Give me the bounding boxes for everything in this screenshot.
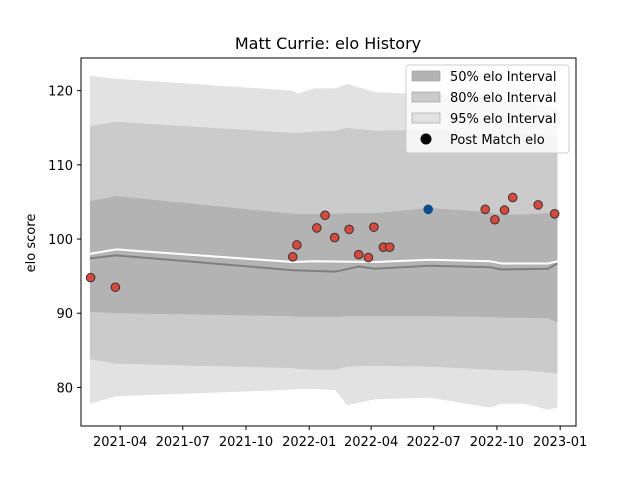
legend-swatch-band80 xyxy=(411,91,441,103)
x-tick-label: 2022-01 xyxy=(282,435,336,450)
legend-box xyxy=(405,64,570,154)
plot-frame xyxy=(80,57,577,427)
legend-label: 80% elo Interval xyxy=(450,91,557,106)
mean-elo-line xyxy=(89,254,558,273)
band-50-interval xyxy=(89,196,558,323)
post-match-elo-point xyxy=(292,240,302,250)
post-match-elo-point xyxy=(320,210,330,221)
y-tick-label: 100 xyxy=(48,233,73,248)
post-match-elo-point xyxy=(287,252,298,262)
x-tick-label: 2021-04 xyxy=(93,435,147,450)
x-tick-label: 2022-10 xyxy=(470,435,524,450)
y-tick-label: 90 xyxy=(56,307,73,322)
x-tick-label: 2022-07 xyxy=(407,435,461,450)
legend-swatch-band95 xyxy=(411,112,441,124)
post-match-elo-point xyxy=(353,249,364,260)
x-tick-label: 2021-07 xyxy=(156,435,210,450)
plot-area xyxy=(85,75,560,410)
y-axis-label: elo score xyxy=(24,214,39,273)
post-match-elo-point xyxy=(369,222,379,232)
post-match-elo-point xyxy=(480,204,491,215)
legend: 50% elo Interval 80% elo Interval 95% elo … xyxy=(405,64,570,154)
y-tick-label: 120 xyxy=(48,85,73,100)
post-match-elo-point xyxy=(344,224,354,235)
post-match-elo-point xyxy=(490,214,500,225)
legend-point-marker xyxy=(420,133,432,145)
chart-title: Matt Currie: elo History xyxy=(235,34,421,53)
post-match-elo-point xyxy=(507,192,518,203)
post-match-elo-point xyxy=(384,242,395,252)
legend-swatch-band50 xyxy=(411,70,441,82)
y-tick-label: 80 xyxy=(56,381,73,396)
post-match-elo-point xyxy=(85,272,96,283)
post-match-elo-point xyxy=(533,200,543,210)
post-match-elo-point xyxy=(312,223,322,233)
post-match-elo-point xyxy=(329,232,340,243)
median-elo-line xyxy=(89,248,558,265)
x-tick-label: 2021-10 xyxy=(219,435,273,450)
legend-label: 50% elo Interval xyxy=(450,70,557,85)
x-tick-label: 2022-04 xyxy=(344,435,398,450)
axes: 80 90 100 110 120 2021-04 2021-07 2021-10 2022-0… xyxy=(48,57,587,450)
legend-label: Post Match elo xyxy=(450,133,545,148)
post-match-elo-point xyxy=(423,204,433,215)
post-match-elo-point xyxy=(363,252,374,263)
post-match-elo-point xyxy=(499,205,510,215)
post-match-elo-point xyxy=(549,209,560,219)
legend-label: 95% elo Interval xyxy=(450,112,557,127)
x-tick-label: 2023-01 xyxy=(533,435,587,450)
y-tick-label: 110 xyxy=(48,159,73,174)
post-match-elo-point xyxy=(110,282,121,293)
